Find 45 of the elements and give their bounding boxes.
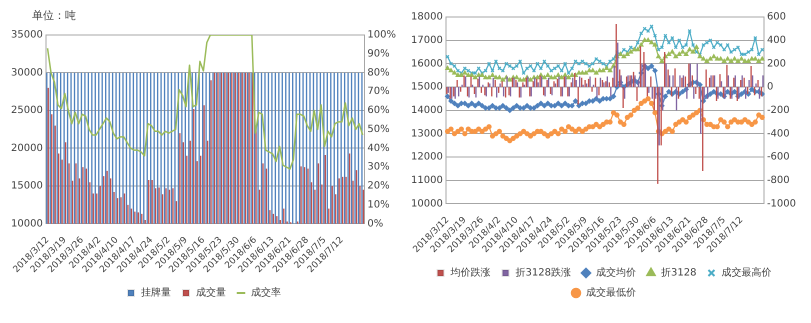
legend-label: 成交量 — [196, 286, 226, 299]
y-tick-label: 17000 — [411, 34, 443, 46]
legend-label: 成交均价 — [596, 266, 636, 279]
y2-tick-label: 90% — [367, 48, 390, 60]
y-tick-label: 10000 — [11, 218, 43, 230]
y2-tick-label: 70% — [367, 86, 390, 98]
y-tick-label: 14000 — [411, 104, 443, 116]
y2-tick-label: -800 — [766, 174, 790, 186]
y2-tick-label: 200 — [766, 58, 786, 70]
y2-tick-label: 40% — [367, 142, 390, 154]
legend-label: 均价跌涨 — [450, 266, 491, 279]
y-tick-label: 13000 — [411, 128, 443, 140]
y-tick-label: 30000 — [11, 67, 43, 78]
legend-label: 成交最低价 — [586, 286, 636, 299]
y2-tick-label: -400 — [766, 128, 790, 140]
y2-tick-label: 30% — [367, 162, 390, 173]
y-tick-label: 25000 — [11, 105, 43, 116]
y2-tick-label: 20% — [367, 180, 390, 192]
y2-tick-label: 10% — [367, 199, 390, 210]
y-tick-label: 16000 — [411, 58, 443, 70]
legend-label: 成交率 — [251, 286, 281, 299]
legend-label: 挂牌量 — [141, 286, 171, 299]
y2-tick-label: 50% — [367, 124, 390, 135]
y-tick-label: 20000 — [11, 142, 43, 154]
y-tick-label: 11000 — [411, 174, 443, 186]
y2-tick-label: -600 — [766, 152, 790, 163]
y2-tick-label: 600 — [766, 12, 786, 23]
y-tick-label: 18000 — [411, 12, 443, 23]
legend-label: 成交最高价 — [721, 266, 772, 279]
y-tick-label: 15000 — [411, 82, 443, 93]
y-tick-label: 15000 — [11, 180, 43, 192]
y2-tick-label: 60% — [367, 105, 390, 116]
y-tick-label: 35000 — [11, 30, 43, 41]
y2-tick-label: 400 — [766, 34, 786, 46]
y-axis-title: 单位：吨 — [31, 8, 77, 24]
legend-label: 折3128 — [661, 266, 696, 279]
y-tick-label: 12000 — [411, 152, 443, 163]
y2-tick-label: 0% — [367, 218, 384, 230]
y2-tick-label: 100% — [367, 30, 396, 41]
y2-tick-label: -1000 — [766, 198, 796, 210]
y2-tick-label: 0 — [766, 82, 774, 93]
y-tick-label: 10000 — [411, 198, 443, 210]
y2-tick-label: -200 — [766, 104, 790, 116]
legend-label: 折3128跌涨 — [516, 266, 572, 279]
y2-tick-label: 80% — [367, 67, 390, 78]
